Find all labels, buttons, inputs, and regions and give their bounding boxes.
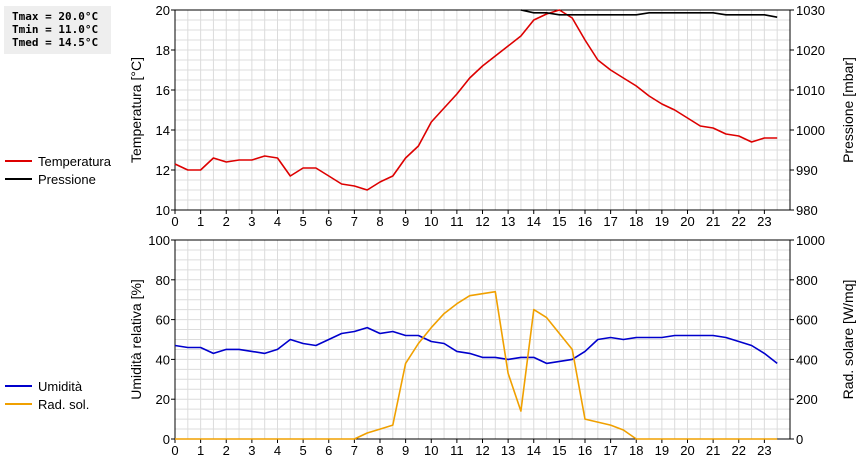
y-tick-label: 16	[156, 83, 170, 98]
x-tick-label: 15	[552, 443, 566, 458]
x-tick-label: 6	[325, 214, 332, 229]
y-tick-label: 12	[156, 163, 170, 178]
x-tick-label: 11	[450, 214, 464, 229]
y2-tick-label: 200	[796, 392, 818, 407]
y-tick-label: 10	[156, 203, 170, 218]
x-tick-label: 7	[351, 443, 358, 458]
x-tick-label: 0	[171, 443, 178, 458]
y2-tick-label: 1000	[796, 233, 825, 248]
x-tick-label: 20	[680, 214, 694, 229]
y2-tick-label: 1000	[796, 123, 825, 138]
x-tick-label: 23	[757, 214, 771, 229]
x-tick-label: 5	[300, 214, 307, 229]
x-tick-label: 17	[603, 443, 617, 458]
x-tick-label: 2	[223, 214, 230, 229]
y-tick-label: 100	[148, 233, 170, 248]
x-tick-label: 12	[475, 214, 489, 229]
stats-box: Tmax = 20.0°C Tmin = 11.0°C Tmed = 14.5°…	[4, 6, 111, 54]
x-tick-label: 17	[603, 214, 617, 229]
y2-tick-label: 400	[796, 352, 818, 367]
legend-label: Pressione	[38, 172, 96, 187]
x-tick-label: 7	[351, 214, 358, 229]
y2-tick-label: 0	[796, 432, 803, 447]
x-tick-label: 22	[732, 214, 746, 229]
y2-tick-label: 980	[796, 203, 818, 218]
x-tick-label: 6	[325, 443, 332, 458]
x-tick-label: 5	[300, 443, 307, 458]
y-axis-title: Temperatura [°C]	[128, 57, 144, 163]
stat-tmed: Tmed = 14.5°C	[12, 36, 99, 49]
x-tick-label: 19	[655, 214, 669, 229]
x-tick-label: 20	[680, 443, 694, 458]
x-tick-label: 10	[424, 214, 438, 229]
x-tick-label: 3	[248, 443, 255, 458]
legend-label: Rad. sol.	[38, 397, 89, 412]
y-tick-label: 40	[156, 352, 170, 367]
x-tick-label: 10	[424, 443, 438, 458]
x-tick-label: 14	[527, 214, 541, 229]
y-tick-label: 0	[163, 432, 170, 447]
y-tick-label: 60	[156, 313, 170, 328]
series-line-1-2	[520, 9, 778, 18]
y2-tick-label: 1030	[796, 3, 825, 18]
x-tick-label: 14	[527, 443, 541, 458]
x-tick-label: 9	[402, 214, 409, 229]
y2-axis-title: Rad. solare [W/mq]	[840, 280, 856, 400]
y-tick-label: 18	[156, 43, 170, 58]
x-tick-label: 0	[171, 214, 178, 229]
x-tick-label: 13	[501, 214, 515, 229]
y2-tick-label: 1010	[796, 83, 825, 98]
x-tick-label: 13	[501, 443, 515, 458]
x-tick-label: 16	[578, 214, 592, 229]
x-tick-label: 2	[223, 443, 230, 458]
x-tick-label: 11	[450, 443, 464, 458]
y-tick-label: 20	[156, 392, 170, 407]
stat-tmax: Tmax = 20.0°C	[12, 10, 99, 23]
y2-axis-title: Pressione [mbar]	[840, 57, 856, 163]
x-tick-label: 22	[732, 443, 746, 458]
x-tick-label: 8	[376, 443, 383, 458]
x-tick-label: 18	[629, 214, 643, 229]
x-tick-label: 21	[706, 443, 720, 458]
y-tick-label: 14	[156, 123, 170, 138]
y2-tick-label: 600	[796, 313, 818, 328]
chart-panel-2: 0 1 2 3 4 5 6 7 8 9 10 11 12 13 14 15 16 17 18 19 20 21 22 2302…	[5, 233, 856, 458]
y-tick-label: 80	[156, 273, 170, 288]
x-tick-label: 1	[197, 443, 204, 458]
x-tick-label: 8	[376, 214, 383, 229]
x-tick-label: 4	[274, 443, 281, 458]
x-tick-label: 21	[706, 214, 720, 229]
x-tick-label: 9	[402, 443, 409, 458]
x-tick-label: 23	[757, 443, 771, 458]
x-tick-label: 16	[578, 443, 592, 458]
legend-label: Umidità	[38, 379, 83, 394]
y2-tick-label: 990	[796, 163, 818, 178]
x-tick-label: 1	[197, 214, 204, 229]
x-tick-label: 19	[655, 443, 669, 458]
y2-tick-label: 800	[796, 273, 818, 288]
y2-tick-label: 1020	[796, 43, 825, 58]
chart-panel-1: 0 1 2 3 4 5 6 7 8 9 10 11 12 13 14 15 16 17 18 19 20 21 22 2310…	[5, 3, 856, 229]
legend-label: Temperatura	[38, 154, 112, 169]
x-tick-label: 3	[248, 214, 255, 229]
y-axis-title: Umidità relativa [%]	[128, 279, 144, 400]
stat-tmin: Tmin = 11.0°C	[12, 23, 99, 36]
series-line-2-1	[174, 326, 778, 365]
x-tick-label: 18	[629, 443, 643, 458]
x-tick-label: 15	[552, 214, 566, 229]
x-tick-label: 12	[475, 443, 489, 458]
series-line-2-2	[175, 290, 778, 440]
series-line-1-1	[174, 9, 778, 191]
x-tick-label: 4	[274, 214, 281, 229]
y-tick-label: 20	[156, 3, 170, 18]
